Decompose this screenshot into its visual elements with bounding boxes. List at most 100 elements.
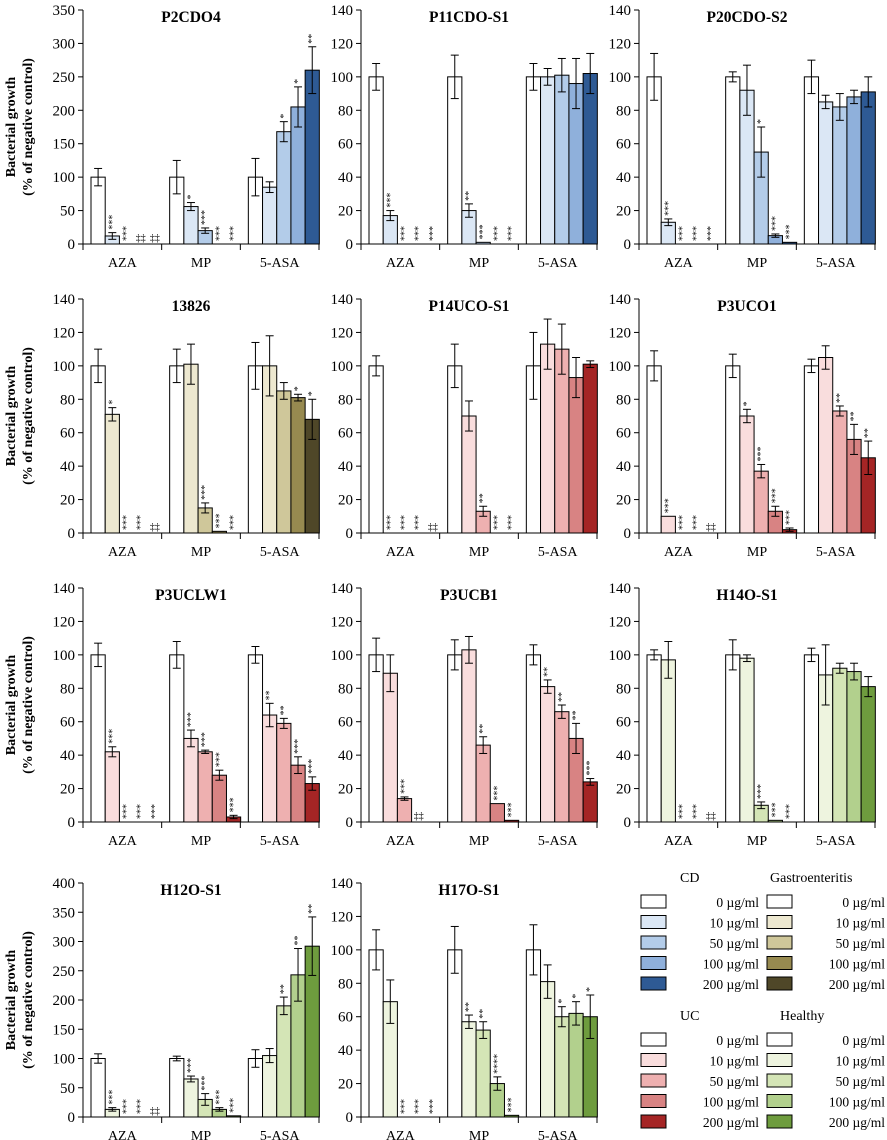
category-label-mp: MP [469, 834, 489, 849]
significance-mark: ** [478, 1009, 489, 1019]
bar-mp-dose-3 [489, 803, 505, 823]
legend-label-gastroenteritis-1: 10 µg/ml [836, 916, 886, 931]
legend-swatch-cd-2 [640, 935, 667, 950]
significance-mark: * [756, 119, 767, 124]
y-tick-label: 120 [331, 909, 354, 925]
y-tick-label: 140 [53, 581, 76, 597]
bar-5-asa-dose-1 [262, 714, 278, 823]
category-label-5-asa: 5-ASA [538, 834, 579, 849]
significance-mark: *** [756, 784, 767, 799]
category-label-5-asa: 5-ASA [816, 834, 857, 849]
significance-mark: *** [492, 515, 503, 530]
bar-mp-dose-4 [503, 819, 520, 823]
category-label-mp: MP [191, 256, 211, 271]
significance-mark: * [293, 386, 304, 391]
bar-mp-dose-0 [169, 365, 185, 534]
bar-mp-dose-4 [781, 241, 798, 245]
bar-aza-dose-2 [396, 798, 413, 823]
y-tick-label: 40 [616, 459, 631, 475]
y-tick-label: 80 [616, 392, 631, 408]
category-label-aza: AZA [664, 545, 694, 560]
panel-title: P3UCLW1 [155, 587, 227, 604]
bar-mp-dose-1 [461, 1021, 477, 1118]
y-axis-label-line1: Bacterial growth [4, 77, 19, 178]
bar-5-asa-dose-1 [818, 357, 834, 534]
y-tick-label: 80 [616, 103, 631, 119]
significance-mark: *** [678, 226, 689, 241]
category-label-mp: MP [747, 256, 767, 271]
panel-title: P14UCO-S1 [429, 298, 510, 315]
bar-5-asa-dose-1 [540, 981, 556, 1118]
y-tick-label: 140 [331, 581, 354, 597]
bar-mp-dose-0 [169, 654, 185, 823]
significance-mark: *** [400, 226, 411, 241]
bar-5-asa-dose-1 [262, 186, 278, 245]
legend-swatch-healthy-0 [766, 1032, 793, 1047]
legend-heading-gastroenteritis: Gastroenteritis [770, 871, 852, 886]
significance-mark: ‡‡ [706, 811, 716, 822]
bar-5-asa-dose-2 [554, 74, 570, 245]
legend-label-cd-2: 50 µg/ml [710, 936, 760, 951]
legend-swatch-healthy-4 [766, 1114, 793, 1129]
y-tick-label: 80 [338, 392, 353, 408]
legend-label-cd-1: 10 µg/ml [710, 916, 760, 931]
legend-label-gastroenteritis-4: 200 µg/ml [829, 977, 885, 992]
y-tick-label: 0 [346, 526, 354, 542]
bar-aza-dose-1 [104, 413, 120, 534]
y-tick-label: 140 [609, 581, 632, 597]
y-tick-label: 100 [331, 359, 354, 375]
y-tick-label: 40 [616, 170, 631, 186]
y-tick-label: 350 [53, 905, 76, 921]
significance-mark: ** [835, 393, 846, 403]
category-label-mp: MP [747, 545, 767, 560]
legend-label-cd-3: 100 µg/ml [703, 957, 759, 972]
legend-heading-cd: CD [680, 871, 699, 886]
category-label-aza: AZA [386, 1129, 416, 1140]
significance-mark: * [307, 391, 318, 396]
y-tick-label: 100 [53, 648, 76, 664]
significance-mark: *** [785, 510, 796, 525]
category-label-aza: AZA [108, 256, 138, 271]
legend-label-uc-2: 50 µg/ml [710, 1074, 760, 1089]
category-label-aza: AZA [664, 834, 694, 849]
panel-title: P20CDO-S2 [707, 9, 788, 26]
significance-mark: *** [136, 1099, 147, 1114]
y-axis-label-line2: (% of negative control) [21, 347, 36, 485]
category-label-aza: AZA [108, 545, 138, 560]
bar-aza-dose-0 [90, 176, 106, 245]
category-label-5-asa: 5-ASA [538, 1129, 579, 1140]
y-tick-label: 140 [331, 876, 354, 892]
y-tick-label: 80 [338, 103, 353, 119]
category-label-mp: MP [191, 545, 211, 560]
legend-swatch-healthy-3 [766, 1094, 793, 1108]
legend-swatch-uc-3 [640, 1094, 667, 1108]
legend-swatch-uc-0 [640, 1032, 667, 1047]
category-label-5-asa: 5-ASA [816, 256, 857, 271]
significance-mark: *** [756, 446, 767, 461]
significance-mark: *** [785, 804, 796, 819]
bar-mp-dose-0 [447, 949, 463, 1118]
bar-5-asa-dose-3 [568, 1012, 584, 1118]
y-tick-label: 0 [68, 815, 76, 831]
bar-5-asa-dose-4 [860, 686, 876, 823]
legend-label-healthy-4: 200 µg/ml [829, 1115, 885, 1130]
category-label-aza: AZA [386, 256, 416, 271]
bar-5-asa-dose-3 [568, 377, 584, 534]
category-label-aza: AZA [108, 1129, 138, 1140]
bar-aza-dose-0 [646, 76, 662, 245]
bar-mp-dose-1 [461, 415, 477, 534]
bar-5-asa-dose-2 [276, 390, 292, 534]
y-tick-label: 80 [616, 681, 631, 697]
bar-aza-dose-1 [104, 751, 120, 823]
bar-mp-dose-0 [725, 365, 741, 534]
y-tick-label: 20 [616, 493, 631, 509]
bar-5-asa-dose-0 [803, 654, 820, 823]
panel-title: P3UCO1 [717, 298, 776, 315]
bar-mp-dose-1 [183, 1078, 199, 1118]
bar-5-asa-dose-3 [290, 397, 306, 534]
y-tick-label: 40 [338, 748, 353, 764]
significance-mark: *** [692, 515, 703, 530]
